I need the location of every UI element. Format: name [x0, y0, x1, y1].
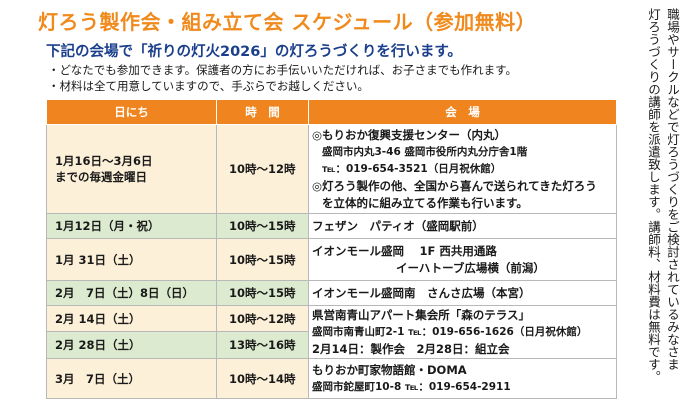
column-header-date: 日にち	[46, 99, 217, 125]
schedule-table: 日にち 時 間 会 場 1月16日～3月6日 までの毎週金曜日 10時～12時 …	[46, 99, 617, 399]
time-cell: 10時～12時	[216, 305, 309, 332]
notes: ・どなたでも参加できます。保護者の方にお手伝いいただければ、お子さまでも作れます…	[48, 62, 517, 94]
venue-cell: もりおか町家物語館・DOMA 盛岡市鉈屋町10-8 ℡：019-654-2911	[308, 358, 617, 399]
table-row: 2月 28日（土） 13時～16時	[46, 331, 617, 359]
table-row: 3月 7日（土） 10時～14時 もりおか町家物語館・DOMA 盛岡市鉈屋町10…	[46, 358, 617, 399]
venue-cell: イオンモール盛岡南 さんさ広場（本宮）	[308, 280, 617, 306]
venue-cell: イオンモール盛岡 1F 西共用通路 イーハトーブ広場横（前潟）	[308, 238, 617, 281]
column-header-venue: 会 場	[308, 99, 617, 125]
date-cell: 1月16日～3月6日 までの毎週金曜日	[46, 124, 217, 214]
side-note-line: 職場やサークルなどで灯ろうづくりをご検討されているみなさま	[665, 8, 680, 371]
date-cell: 2月 7日（土）8日（日）	[46, 280, 217, 306]
time-cell: 10時～15時	[216, 213, 309, 239]
table-row: 1月12日（月・祝） 10時～15時 フェザン パティオ（盛岡駅前）	[46, 213, 617, 239]
venue-cell: 県営南青山アパート集会所「森のテラス」 盛岡市南青山町2-1 ℡：019-656…	[308, 305, 617, 359]
page-title: 灯ろう製作会・組み立て会 スケジュール（参加無料）	[38, 10, 537, 34]
note-line: ・どなたでも参加できます。保護者の方にお手伝いいただければ、お子さまでも作れます…	[48, 63, 517, 77]
column-header-time: 時 間	[216, 99, 309, 125]
date-cell: 1月 31日（土）	[46, 238, 217, 281]
date-cell: 2月 28日（土）	[46, 331, 217, 359]
table-row: 1月16日～3月6日 までの毎週金曜日 10時～12時 ◎もりおか復興支援センタ…	[46, 124, 617, 214]
venue-cell: フェザン パティオ（盛岡駅前）	[308, 213, 617, 239]
time-cell: 10時～14時	[216, 358, 309, 399]
table-row: 2月 14日（土） 10時～12時 県営南青山アパート集会所「森のテラス」 盛岡…	[46, 305, 617, 359]
side-note-line: 灯ろうづくりの講師を派遣致します。講師料、材料費は無料です。	[646, 8, 661, 383]
table-row: 1月 31日（土） 10時～15時 イオンモール盛岡 1F 西共用通路 イーハト…	[46, 238, 617, 281]
note-line: ・材料は全て用意していますので、手ぶらでお越しください。	[48, 79, 369, 93]
time-cell: 13時～16時	[216, 331, 309, 359]
time-cell: 10時～15時	[216, 238, 309, 281]
time-cell: 10時～15時	[216, 280, 309, 306]
time-cell: 10時～12時	[216, 124, 309, 214]
venue-cell: ◎もりおか復興支援センター（内丸） 盛岡市内丸3-46 盛岡市役所内丸分庁舎1階…	[308, 124, 617, 214]
date-cell: 2月 14日（土）	[46, 305, 217, 332]
date-cell: 1月12日（月・祝）	[46, 213, 217, 239]
table-row: 2月 7日（土）8日（日） 10時～15時 イオンモール盛岡南 さんさ広場（本宮…	[46, 280, 617, 306]
date-cell: 3月 7日（土）	[46, 358, 217, 399]
page-subtitle: 下記の会場で「祈りの灯火2026」の灯ろうづくりを行います。	[46, 44, 462, 60]
table-header-row: 日にち 時 間 会 場	[46, 99, 617, 125]
